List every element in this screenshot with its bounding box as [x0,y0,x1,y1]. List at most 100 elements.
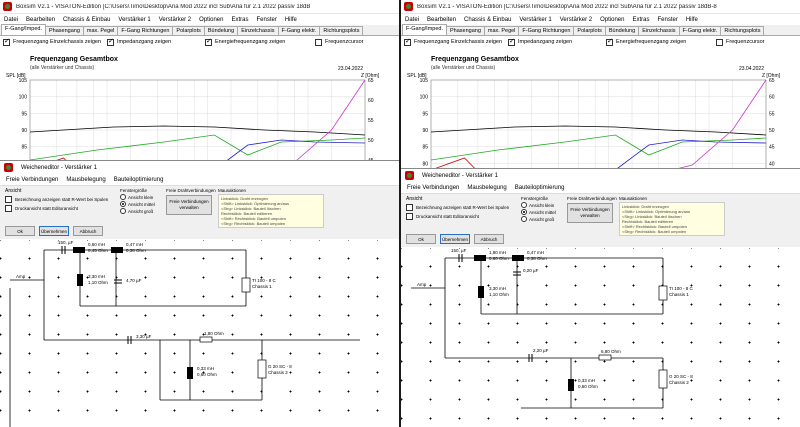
radio-ansicht-mittel[interactable]: Ansicht mittel [120,201,164,207]
check-einzelchassis[interactable]: Frequenzgang Einzelchassis zeigen [3,37,107,46]
tab-buendelung[interactable]: Bündelung [203,26,239,35]
tab-einzelchassis[interactable]: Einzelchassis [638,26,680,35]
menu-bearbeiten[interactable]: Bearbeiten [427,16,457,23]
checkbox[interactable] [716,38,723,46]
y-tick-label: 95 [21,111,27,117]
tab-fgang-richtungen[interactable]: F-Gang Richtungen [117,26,174,35]
menu-mausbelegung[interactable]: Mausbelegung [467,184,507,191]
series-line [430,134,767,161]
menu-fenster[interactable]: Fenster [657,16,678,23]
crossover-schematic[interactable]: 150, µF 1,80 mH 0,60 Ohm 0,47 mH 0,38 Oh… [401,248,800,427]
tab-polarplots[interactable]: Polarplots [172,26,205,35]
checkbox[interactable] [205,37,212,46]
menu-verstaerker-2[interactable]: Verstärker 2 [559,16,593,23]
menu-bauteiloptimierung[interactable]: Bauteiloptimierung [113,176,164,183]
menu-fenster[interactable]: Fenster [256,16,277,23]
check-impedanz[interactable]: Impedanzgang zeigen [508,37,606,46]
checkbox[interactable] [606,37,613,46]
checkbox[interactable] [5,205,12,212]
uebernehmen-button[interactable]: Übernehmen [39,226,69,236]
tab-richtungsplots[interactable]: Richtungsplots [720,26,765,35]
hint-line: Rechtsklick: Bauteil editieren [622,219,674,224]
checkbox[interactable] [107,37,114,46]
check-frequenzcursor[interactable]: Frequenzcursor [716,38,765,46]
tab-einzelchassis[interactable]: Einzelchassis [237,26,279,35]
tab-polarplots[interactable]: Polarplots [573,26,606,35]
abbruch-button[interactable]: Abbruch [73,226,103,236]
ok-button[interactable]: Ok [406,234,436,244]
tab-fgang-elektr[interactable]: F-Gang elektr. [277,26,321,35]
radio-ansicht-klein[interactable]: Ansicht klein [120,194,164,200]
checkbox[interactable] [508,37,515,46]
tab-phasengang[interactable]: Phasengang [45,26,84,35]
tab-max-pegel[interactable]: max. Pegel [483,26,520,35]
menu-optionen[interactable]: Optionen [600,16,625,23]
chart-date: 23.04.2022 [738,66,764,72]
tab-buendelung[interactable]: Bündelung [604,26,640,35]
menu-chassis[interactable]: Chassis & Einbau [464,16,512,23]
checkbox[interactable] [3,37,10,46]
editor-titlebar[interactable]: Weicheneditor - Verstärker 1 [0,161,399,174]
check-bezeichnung[interactable]: Bezeichnung anzeigen statt R-Wert bei Sp… [406,204,518,211]
radio-ansicht-mittel[interactable]: Ansicht mittel [521,209,565,215]
check-energie[interactable]: Energiefrequenzgang zeigen [606,37,716,46]
check-druckansicht[interactable]: Druckansicht statt Editoransicht [406,213,518,220]
menu-extras[interactable]: Extras [231,16,249,23]
menu-datei[interactable]: Datei [4,16,19,23]
menu-bauteiloptimierung[interactable]: Bauteiloptimierung [514,184,565,191]
radio-dot[interactable] [120,194,126,200]
checkbox[interactable] [5,196,12,203]
menu-freie-verbindungen[interactable]: Freie Verbindungen [407,184,460,191]
menu-verstaerker-1[interactable]: Verstärker 1 [118,16,151,23]
tab-fgang-elektr[interactable]: F-Gang elektr. [678,26,722,35]
window-title: Boxsim V2.1 - VISATON-Edition [C:\Users\… [417,3,717,10]
label-l4b: 0,60 Ohm [197,372,217,377]
menu-bearbeiten[interactable]: Bearbeiten [26,16,56,23]
tab-fgang-imped[interactable]: F-Gang/Imped. [1,24,46,35]
abbruch-button[interactable]: Abbruch [474,234,504,244]
editor-titlebar[interactable]: Weicheneditor - Verstärker 1 [401,169,800,182]
freie-verbindungen-button[interactable]: Freie Verbindungen verwalten [166,195,212,215]
radio-dot[interactable] [120,208,126,214]
menu-freie-verbindungen[interactable]: Freie Verbindungen [6,176,59,183]
menu-chassis[interactable]: Chassis & Einbau [63,16,111,23]
crossover-schematic[interactable]: 150, µF 0,60 mH 0,45 Ohm 0,47 mH 0,38 Oh… [0,240,399,427]
window-titlebar[interactable]: Boxsim V2.1 - VISATON-Edition [C:\Users\… [0,0,399,14]
radio-dot[interactable] [120,201,126,207]
radio-dot[interactable] [521,216,527,222]
menu-hilfe[interactable]: Hilfe [284,16,297,23]
check-energie[interactable]: Energiefrequenzgang zeigen [205,37,315,46]
tab-max-pegel[interactable]: max. Pegel [82,26,119,35]
checkbox[interactable] [315,38,322,46]
window-titlebar[interactable]: Boxsim V2.1 - VISATON-Edition [C:\Users\… [401,0,800,14]
checkbox[interactable] [406,204,413,211]
menu-datei[interactable]: Datei [405,16,420,23]
tab-phasengang[interactable]: Phasengang [446,26,485,35]
check-einzelchassis[interactable]: Frequenzgang Einzelchassis zeigen [404,37,508,46]
uebernehmen-button[interactable]: Übernehmen [440,234,470,244]
checkbox[interactable] [406,213,413,220]
check-impedanz[interactable]: Impedanzgang zeigen [107,37,205,46]
maus-hints: Linksklick: Draht erzeugen <Shift> Links… [619,202,725,236]
freie-verbindungen-button[interactable]: Freie Verbindungen verwalten [567,203,613,223]
radio-dot[interactable] [521,202,527,208]
tab-fgang-imped[interactable]: F-Gang/Imped. [402,24,447,35]
checkbox[interactable] [404,37,411,46]
check-bezeichnung[interactable]: Bezeichnung anzeigen statt R-Wert bei Sp… [5,196,117,203]
ok-button[interactable]: Ok [5,226,35,236]
check-druckansicht[interactable]: Druckansicht statt Editoransicht [5,205,117,212]
menu-extras[interactable]: Extras [632,16,650,23]
menu-verstaerker-2[interactable]: Verstärker 2 [158,16,192,23]
menu-mausbelegung[interactable]: Mausbelegung [66,176,106,183]
menu-verstaerker-1[interactable]: Verstärker 1 [519,16,552,23]
check-frequenzcursor[interactable]: Frequenzcursor [315,38,364,46]
radio-ansicht-gross[interactable]: Ansicht groß [120,208,164,214]
tab-richtungsplots[interactable]: Richtungsplots [319,26,364,35]
radio-dot[interactable] [521,209,527,215]
radio-ansicht-gross[interactable]: Ansicht groß [521,216,565,222]
menu-hilfe[interactable]: Hilfe [685,16,698,23]
menu-optionen[interactable]: Optionen [199,16,224,23]
radio-ansicht-klein[interactable]: Ansicht klein [521,202,565,208]
hint-line: Rechtsklick: Bauteil editieren [221,211,273,216]
tab-fgang-richtungen[interactable]: F-Gang Richtungen [518,26,575,35]
